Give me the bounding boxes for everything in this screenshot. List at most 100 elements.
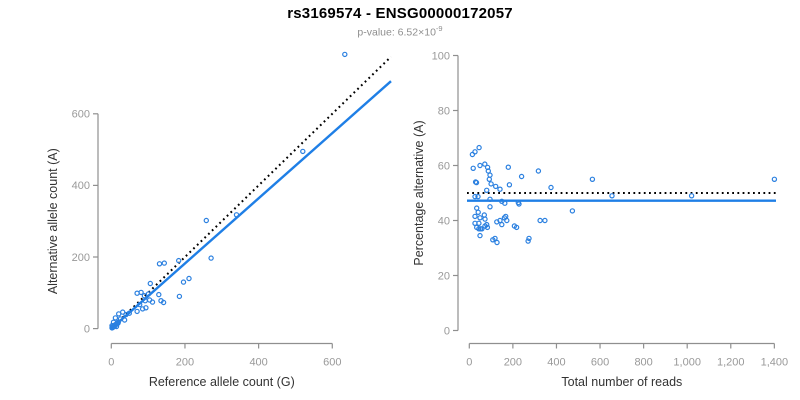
data-point [542,217,548,224]
data-point [477,162,483,169]
data-point [488,181,494,187]
data-point [474,205,480,211]
y-tick-label: 0 [84,323,90,335]
x-tick-label: 600 [323,357,341,369]
y-tick-label: 0 [444,325,450,337]
y-tick-label: 20 [438,270,450,282]
x-tick-label: 600 [591,357,609,369]
data-point [482,161,488,167]
y-tick-label: 200 [72,252,90,264]
data-point [506,182,513,188]
data-point [186,275,192,282]
x-axis-title: Total number of reads [561,375,682,389]
data-point [518,173,525,180]
data-point [149,299,156,305]
x-tick-label: 0 [108,357,114,369]
data-point [143,305,149,311]
y-tick-label: 60 [438,160,450,172]
x-tick-label: 1,000 [673,357,701,369]
data-point [475,209,481,215]
data-point [300,148,306,155]
data-point [486,176,492,182]
data-point [484,224,491,231]
data-point [119,309,126,315]
data-point [115,320,121,326]
data-point [473,179,480,186]
x-tick-label: 1,200 [717,357,745,369]
pvalue-text: p-value: 6.52×10 [357,26,436,39]
data-point [482,216,488,222]
percentage-vs-reads-scatter: 0 20 40 60 80 100 0 200 400 600 800 1,000 1,200 1,400… [412,50,788,389]
data-point [138,289,144,296]
data-point [589,176,596,182]
x-tick-label: 200 [504,357,522,369]
data-point [487,172,493,178]
data-point [476,226,482,232]
data-point [504,217,510,224]
data-point [535,168,542,174]
data-point [493,183,499,190]
data-point [472,149,478,155]
data-point [156,261,163,267]
data-point [147,280,153,287]
data-point [548,184,554,191]
data-point [176,293,183,300]
identity-line [110,56,392,330]
data-point [484,187,490,193]
y-tick-label: 40 [438,215,450,227]
data-point [481,212,487,218]
allele-counts-scatter: 0 200 400 600 0 200 400 600 Reference allele cou… [46,51,392,389]
data-point [472,213,478,220]
y-axis-title: Percentage alternative (A) [412,120,426,265]
x-axis-title: Reference allele count (G) [149,375,295,389]
data-point [121,317,128,323]
data-point [477,232,483,239]
x-tick-label: 400 [249,357,267,369]
x-tick-label: 400 [547,357,565,369]
data-point [126,310,133,316]
data-point [494,239,500,246]
y-tick-label: 400 [72,180,90,192]
data-point [537,217,543,224]
data-point [136,301,143,308]
data-point [472,193,478,200]
data-point [342,51,348,58]
regression-line [110,80,392,330]
data-point [492,235,498,242]
data-point [502,200,508,206]
data-point [156,291,162,298]
data-point [497,186,503,192]
data-point [134,308,140,315]
data-point [771,176,778,182]
data-point [112,315,119,321]
y-tick-label: 100 [432,50,450,62]
data-point [516,201,522,207]
data-point [161,260,167,266]
data-point [487,204,493,210]
pvalue-exponent: -9 [435,24,443,33]
figure-subtitle: p-value: 6.52×10-9 [0,24,800,39]
x-tick-label: 800 [634,357,652,369]
data-point [487,196,493,202]
data-point [180,279,187,285]
figure-title: rs3169574 - ENSG00000172057 [287,5,513,22]
x-tick-label: 1,400 [761,357,789,369]
data-point [499,221,505,228]
data-point [470,165,476,171]
data-point [688,193,695,199]
data-point [569,208,576,214]
y-axis-title: Alternative allele count (A) [46,148,60,294]
y-tick-label: 600 [72,109,90,121]
data-point [525,238,531,244]
data-point [479,226,485,232]
data-point [475,193,481,200]
x-tick-label: 200 [176,357,194,369]
data-point [476,144,482,151]
data-point [175,257,182,264]
data-point [203,217,209,224]
y-tick-label: 80 [438,105,450,117]
data-point [609,193,615,199]
data-point [233,212,240,218]
